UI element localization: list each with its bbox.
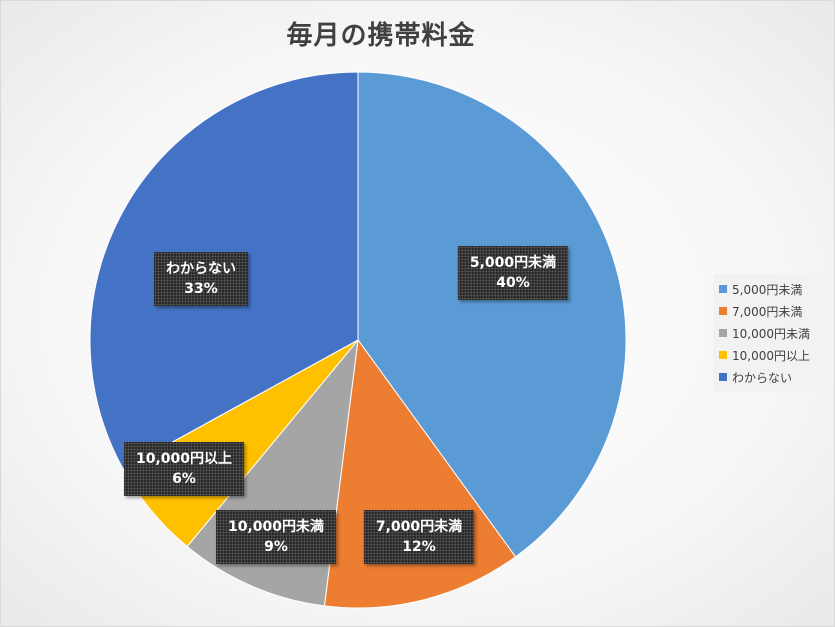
data-label: 5,000円未満 40% xyxy=(457,246,569,300)
data-label-percent: 12% xyxy=(402,539,436,555)
legend-swatch xyxy=(719,351,727,359)
data-label-percent: 40% xyxy=(496,275,530,291)
data-label-category: 7,000円未満 xyxy=(375,519,463,535)
data-label-category: 10,000円以上 xyxy=(135,451,233,467)
legend-label: 10,000円未満 xyxy=(732,326,810,341)
legend-swatch xyxy=(719,373,727,381)
data-label: 10,000円未満 9% xyxy=(215,510,337,564)
chart-title: 毎月の携帯料金 xyxy=(286,21,476,51)
pie-slice xyxy=(357,71,627,558)
data-label-percent: 9% xyxy=(264,539,288,555)
data-label-category: 5,000円未満 xyxy=(469,255,557,271)
data-label-percent: 6% xyxy=(172,471,196,487)
data-label-percent: 33% xyxy=(184,281,218,297)
data-label: 10,000円以上 6% xyxy=(123,442,245,496)
data-label: 7,000円未満 12% xyxy=(363,510,475,564)
data-label: わからない 33% xyxy=(154,252,248,306)
legend-item: わからない xyxy=(717,366,825,388)
data-label-category: わからない xyxy=(166,261,236,277)
legend-item: 7,000円未満 xyxy=(717,300,825,322)
legend-swatch xyxy=(719,307,727,315)
legend-item: 5,000円未満 xyxy=(717,278,825,300)
legend-swatch xyxy=(719,285,727,293)
legend-swatch xyxy=(719,329,727,337)
legend-item: 10,000円未満 xyxy=(717,322,825,344)
legend: 5,000円未満 7,000円未満 10,000円未満 10,000円以上 わからない xyxy=(713,274,825,392)
legend-label: 5,000円未満 xyxy=(732,282,803,297)
legend-label: 10,000円以上 xyxy=(732,348,810,363)
legend-label: わからない xyxy=(732,370,793,385)
legend-item: 10,000円以上 xyxy=(717,344,825,366)
data-label-category: 10,000円未満 xyxy=(227,519,325,535)
legend-label: 7,000円未満 xyxy=(732,304,803,319)
